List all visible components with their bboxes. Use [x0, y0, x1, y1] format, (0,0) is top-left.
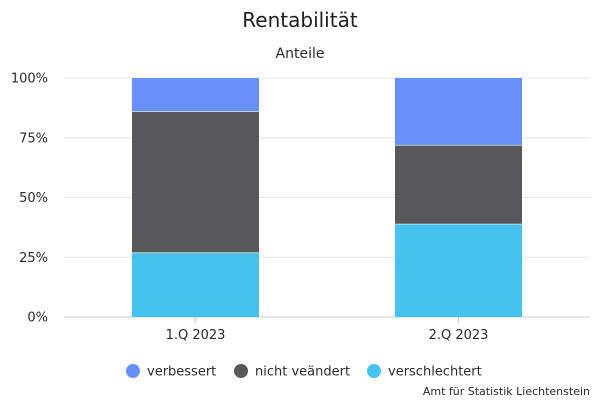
- bar-verschlechtert-1: [132, 252, 259, 317]
- x-tick-label: 1.Q 2023: [166, 328, 226, 343]
- chart-subtitle: Anteile: [276, 46, 325, 62]
- bar-verbessert-1: [132, 78, 259, 112]
- legend-marker: [126, 364, 140, 378]
- chart-title: Rentabilität: [242, 8, 358, 32]
- y-tick-label: 100%: [11, 72, 48, 87]
- legend-marker: [367, 364, 381, 378]
- y-tick-label: 25%: [19, 251, 48, 266]
- legend-label: verbessert: [147, 365, 216, 380]
- x-tick-label: 2.Q 2023: [429, 328, 489, 343]
- bar-nicht-ve-ndert-2: [395, 144, 522, 224]
- legend-item-verschlechtert[interactable]: verschlechtert: [367, 364, 482, 380]
- legend-marker: [234, 364, 248, 378]
- bar-verbessert-2: [395, 78, 522, 145]
- y-tick-label: 75%: [19, 131, 48, 146]
- legend-item-nicht-ve-ndert[interactable]: nicht veändert: [234, 364, 350, 380]
- x-axis: 1.Q 2023 2.Q 2023: [166, 317, 489, 343]
- source-note: Amt für Statistik Liechtenstein: [423, 385, 590, 398]
- legend-item-verbessert[interactable]: verbessert: [126, 364, 216, 380]
- legend-label: verschlechtert: [388, 365, 482, 380]
- y-axis: 0% 25% 50% 75% 100%: [11, 72, 48, 326]
- legend: verbessert nicht veändert verschlechtert: [126, 364, 482, 380]
- bar-verschlechtert-2: [395, 223, 522, 317]
- bars: [132, 78, 522, 317]
- y-tick-label: 0%: [27, 311, 48, 326]
- legend-label: nicht veändert: [255, 365, 350, 380]
- y-tick-label: 50%: [19, 191, 48, 206]
- bar-nicht-ve-ndert-1: [132, 111, 259, 253]
